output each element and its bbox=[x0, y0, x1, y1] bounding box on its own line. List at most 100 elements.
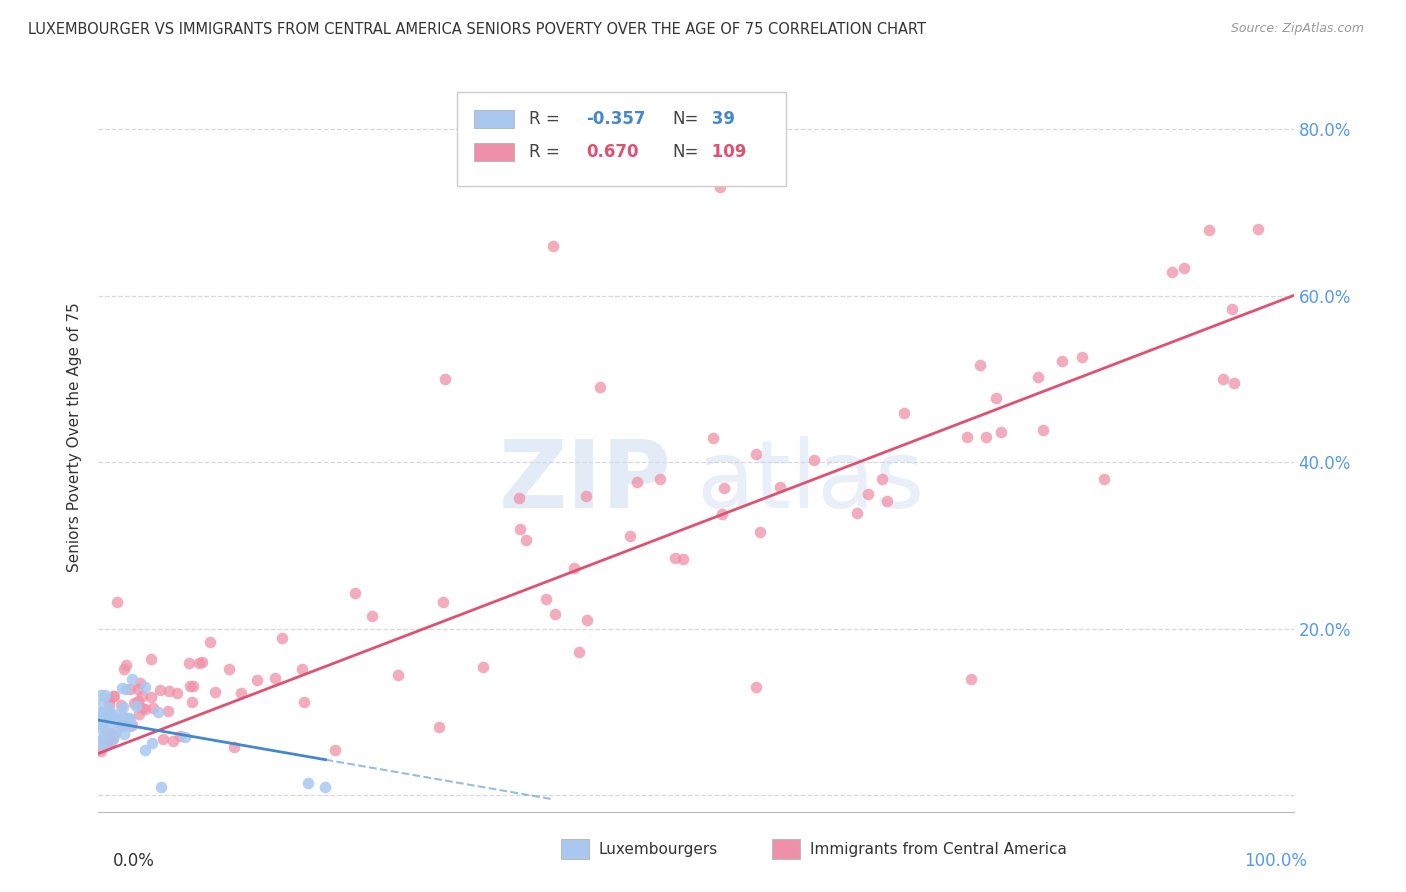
Point bbox=[166, 686, 188, 700]
Point bbox=[134, 743, 156, 757]
Point bbox=[131, 700, 153, 714]
Point bbox=[112, 662, 135, 676]
Point bbox=[98, 697, 121, 711]
Point bbox=[315, 780, 337, 794]
Point bbox=[149, 682, 172, 697]
Point bbox=[107, 706, 129, 721]
Point bbox=[121, 718, 143, 732]
Point bbox=[664, 551, 686, 566]
Point bbox=[114, 711, 136, 725]
Point bbox=[575, 489, 598, 503]
Point bbox=[100, 708, 122, 723]
Point bbox=[264, 671, 287, 685]
Point bbox=[127, 694, 149, 708]
Point bbox=[103, 728, 125, 742]
Point bbox=[89, 705, 111, 719]
Point bbox=[91, 696, 114, 710]
Point bbox=[90, 732, 112, 747]
Point bbox=[626, 475, 648, 489]
Point bbox=[562, 561, 585, 575]
Point bbox=[100, 734, 122, 748]
Point bbox=[103, 689, 125, 703]
Point bbox=[94, 739, 117, 754]
Point bbox=[125, 698, 148, 713]
Point bbox=[1161, 265, 1184, 279]
Point bbox=[97, 706, 120, 720]
Point bbox=[97, 707, 120, 722]
Point bbox=[152, 732, 174, 747]
Point bbox=[343, 586, 366, 600]
Point bbox=[174, 730, 197, 744]
FancyBboxPatch shape bbox=[457, 93, 786, 186]
Point bbox=[105, 713, 128, 727]
Text: 109: 109 bbox=[706, 144, 747, 161]
Point bbox=[984, 391, 1007, 405]
Point bbox=[91, 718, 114, 732]
Point bbox=[112, 727, 135, 741]
Point bbox=[118, 711, 141, 725]
Point bbox=[127, 682, 149, 697]
Point bbox=[91, 709, 114, 723]
Point bbox=[534, 592, 557, 607]
Point bbox=[509, 522, 531, 536]
Point bbox=[1222, 301, 1244, 316]
Point bbox=[156, 704, 179, 718]
Point bbox=[89, 736, 111, 750]
Text: R =: R = bbox=[529, 110, 565, 128]
Point bbox=[134, 680, 156, 694]
Point bbox=[134, 702, 156, 716]
Point bbox=[803, 453, 825, 467]
Point bbox=[1173, 261, 1195, 276]
Point bbox=[361, 609, 384, 624]
Point bbox=[120, 682, 142, 697]
Point bbox=[89, 721, 111, 735]
Point bbox=[179, 657, 201, 671]
Point bbox=[990, 425, 1012, 439]
Point bbox=[121, 673, 143, 687]
Point bbox=[291, 662, 314, 676]
Point bbox=[101, 689, 124, 703]
Point bbox=[122, 696, 145, 710]
Point bbox=[131, 690, 153, 704]
Point bbox=[104, 725, 127, 739]
Point bbox=[120, 712, 142, 726]
Point bbox=[139, 690, 162, 705]
FancyBboxPatch shape bbox=[474, 144, 515, 161]
Point bbox=[1247, 222, 1270, 236]
Text: Luxembourgers: Luxembourgers bbox=[599, 842, 718, 856]
Point bbox=[876, 494, 898, 508]
Point bbox=[224, 739, 246, 754]
Text: R =: R = bbox=[529, 144, 569, 161]
Point bbox=[270, 631, 292, 645]
Text: -0.357: -0.357 bbox=[586, 110, 645, 128]
Text: 39: 39 bbox=[706, 110, 734, 128]
Point bbox=[508, 491, 530, 506]
Point bbox=[89, 706, 111, 721]
Point bbox=[142, 701, 165, 715]
Text: ZIP: ZIP bbox=[499, 436, 672, 528]
Point bbox=[114, 682, 136, 697]
Point bbox=[245, 673, 267, 688]
Point bbox=[893, 406, 915, 420]
Point bbox=[90, 744, 112, 758]
Point bbox=[576, 613, 599, 627]
Point bbox=[709, 180, 731, 194]
Point bbox=[387, 668, 409, 682]
Point bbox=[103, 731, 125, 746]
Point bbox=[191, 655, 214, 669]
Point bbox=[128, 706, 150, 721]
Point bbox=[96, 737, 118, 751]
Point bbox=[325, 743, 347, 757]
Point bbox=[110, 698, 132, 713]
Point bbox=[1222, 376, 1244, 391]
Point bbox=[97, 700, 120, 714]
Point bbox=[118, 719, 141, 733]
Point bbox=[129, 676, 152, 690]
Text: 0.670: 0.670 bbox=[586, 144, 638, 161]
Point bbox=[955, 430, 977, 444]
Point bbox=[432, 595, 454, 609]
Y-axis label: Seniors Poverty Over the Age of 75: Seniors Poverty Over the Age of 75 bbox=[67, 302, 83, 572]
Point bbox=[179, 679, 201, 693]
Point bbox=[702, 431, 724, 445]
Point bbox=[94, 688, 117, 702]
